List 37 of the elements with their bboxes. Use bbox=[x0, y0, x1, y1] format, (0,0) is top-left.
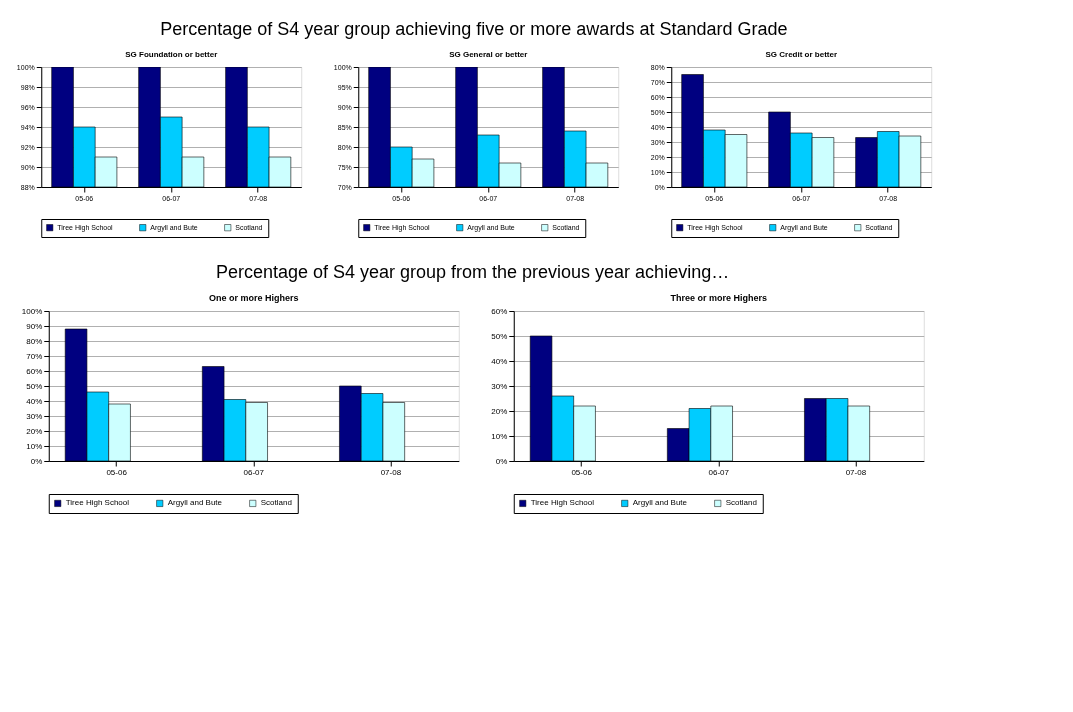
text: Percentage of S4 year group achieving five or more awards at Standard Grade bbox=[160, 18, 788, 39]
y-tick-label: 60% bbox=[491, 306, 508, 316]
y-tick-label: 0% bbox=[495, 456, 508, 466]
x-tick-label: 05-06 bbox=[106, 467, 128, 477]
legend-label: Argyll and Bute bbox=[167, 498, 223, 508]
x-tick-label: 06-07 bbox=[708, 467, 730, 477]
x-tick-label: 06-07 bbox=[243, 467, 265, 477]
x-tick-label: 05-06 bbox=[571, 467, 593, 477]
y-tick-label: 10% bbox=[491, 431, 508, 441]
y-tick-label: 20% bbox=[26, 426, 43, 436]
chart-title: SG General or better bbox=[449, 50, 528, 59]
y-tick-label: 20% bbox=[491, 406, 508, 416]
y-tick-label: 0% bbox=[30, 456, 43, 466]
legend-label: Scotland bbox=[725, 498, 757, 508]
y-tick-label: 40% bbox=[491, 356, 508, 366]
y-tick-label: 80% bbox=[26, 336, 43, 346]
x-tick-label: 07-08 bbox=[380, 467, 402, 477]
text: Percentage of S4 year group from the previous year achieving… bbox=[215, 261, 730, 282]
y-tick-label: 10% bbox=[26, 441, 43, 451]
x-tick-label: 07-08 bbox=[845, 467, 867, 477]
y-tick-label: 60% bbox=[26, 366, 43, 376]
legend-label: Tiree High School bbox=[65, 498, 130, 508]
y-tick-label: 100% bbox=[21, 306, 43, 316]
y-tick-label: 50% bbox=[26, 381, 43, 391]
chart-title: One or more Highers bbox=[208, 293, 299, 303]
legend-label: Argyll and Bute bbox=[632, 498, 688, 508]
y-tick-label: 30% bbox=[26, 411, 43, 421]
y-tick-label: 50% bbox=[491, 331, 508, 341]
y-tick-label: 40% bbox=[26, 396, 43, 406]
y-tick-label: 30% bbox=[491, 381, 508, 391]
chart-title: Three or more Highers bbox=[670, 293, 768, 303]
chart-title: SG Foundation or better bbox=[125, 50, 218, 59]
y-tick-label: 90% bbox=[26, 321, 43, 331]
y-tick-label: 70% bbox=[26, 351, 43, 361]
chart-title: SG Credit or better bbox=[765, 50, 838, 59]
legend-label: Scotland bbox=[260, 498, 292, 508]
legend-label: Tiree High School bbox=[530, 498, 595, 508]
